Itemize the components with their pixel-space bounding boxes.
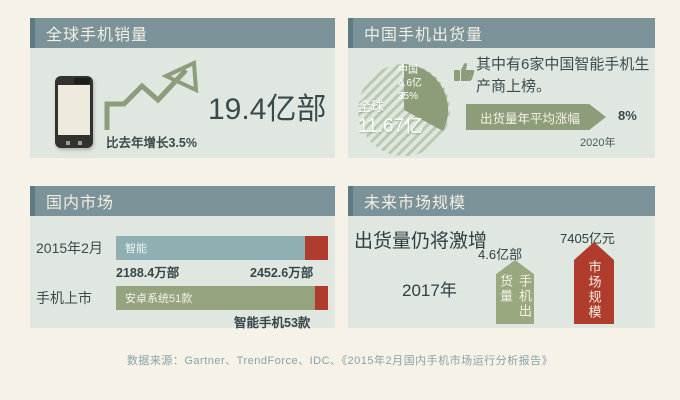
global-sales-value: 19.4亿部 [208, 93, 327, 126]
avg-growth-value: 8% [618, 108, 637, 123]
bar-segment-android-label: 安卓系统51款 [125, 293, 193, 305]
panel-future-market-size: 未来市场规模 出货量仍将激增 2017年 4.6亿部 手机出货量 7405亿元 … [348, 186, 655, 328]
caption-smart-count: 2188.4万部 [116, 266, 180, 280]
row-label-new-models: 手机上市 [36, 290, 92, 306]
bar-segment-android: 安卓系统51款 [116, 286, 316, 310]
panel-global-phone-sales: 全球手机销量 比去年增长3.5% 19.4亿部 [30, 18, 335, 158]
panel-body: 2015年2月 智能 2188.4万部 2452.6万部 手机上市 安卓系统51… [30, 216, 335, 330]
header-accent-bar [30, 186, 35, 216]
panel-title: 未来市场规模 [364, 195, 467, 212]
arrow-shipments-value: 4.6亿部 [478, 247, 523, 262]
caption-smartphone-models: 智能手机53款 [234, 316, 311, 330]
future-headline: 出货量仍将激增 [354, 231, 488, 252]
avg-growth-ribbon: 出货量年平均涨幅 [466, 104, 606, 130]
header-accent-bar [348, 18, 353, 48]
phone-screen [58, 85, 90, 135]
data-source-footer: 数据来源：Gartner、TrendForce、IDC、《2015年2月国内手机… [126, 355, 554, 367]
bar-row-models: 安卓系统51款 [116, 286, 328, 310]
header-accent-bar [348, 186, 353, 216]
panel-title: 国内市场 [46, 195, 115, 212]
header-accent-bar [30, 18, 35, 48]
pie-slice-china-label: 中国 4.6亿 35% [398, 65, 422, 102]
bar-segment-smart: 智能 [116, 236, 305, 260]
bar-segment-total [304, 236, 328, 260]
panel-body: 比去年增长3.5% 19.4亿部 [30, 48, 335, 158]
arrow-market-size: 市场规模 [574, 242, 614, 324]
bar-segment-smart-label: 智能 [125, 243, 147, 255]
panel-header: 未来市场规模 [348, 186, 655, 216]
future-year: 2017年 [402, 281, 457, 300]
avg-growth-year: 2020年 [580, 137, 616, 149]
growth-label: 比去年增长3.5% [106, 136, 197, 150]
pie-global-label: 全球 11.67亿 [358, 99, 424, 137]
up-trend-arrow-icon [104, 60, 199, 130]
panel-header: 国内市场 [30, 186, 335, 216]
arrow-shipments-label: 手机出货量 [498, 274, 532, 319]
panel-header: 中国手机出货量 [348, 18, 655, 48]
thumbs-up-icon [454, 63, 475, 81]
phone-home-keys [66, 141, 82, 145]
caption-total-count: 2452.6万部 [250, 266, 314, 280]
shipment-note: 其中有6家中国智能手机生产商上榜。 [476, 56, 650, 95]
avg-growth-label: 出货量年平均涨幅 [479, 111, 580, 126]
panel-header: 全球手机销量 [30, 18, 335, 48]
bar-segment-smartphone-models [315, 286, 328, 310]
panel-title: 全球手机销量 [46, 27, 149, 44]
arrow-market-value: 7405亿元 [560, 231, 615, 246]
panel-title: 中国手机出货量 [364, 27, 484, 44]
row-label-2015-feb: 2015年2月 [36, 240, 103, 256]
bar-row-smartphone: 智能 [116, 236, 328, 260]
pie-slice-china [404, 64, 449, 131]
panel-body: 中国 4.6亿 35% 全球 11.67亿 其中有6家中国智能手机生产商上榜。 … [348, 48, 655, 158]
arrow-shipments: 手机出货量 [496, 260, 534, 324]
panel-body: 出货量仍将激增 2017年 4.6亿部 手机出货量 7405亿元 市场规模 [348, 216, 655, 328]
phone-speaker [74, 78, 90, 84]
panel-domestic-market: 国内市场 2015年2月 智能 2188.4万部 2452.6万部 手机上市 安… [30, 186, 335, 330]
arrow-market-label: 市场规模 [586, 260, 602, 320]
panel-china-phone-shipments: 中国手机出货量 中国 4.6亿 35% [348, 18, 655, 158]
shipment-pie-chart: 中国 4.6亿 35% 全球 11.67亿 [354, 58, 466, 158]
smartphone-icon [55, 76, 93, 148]
